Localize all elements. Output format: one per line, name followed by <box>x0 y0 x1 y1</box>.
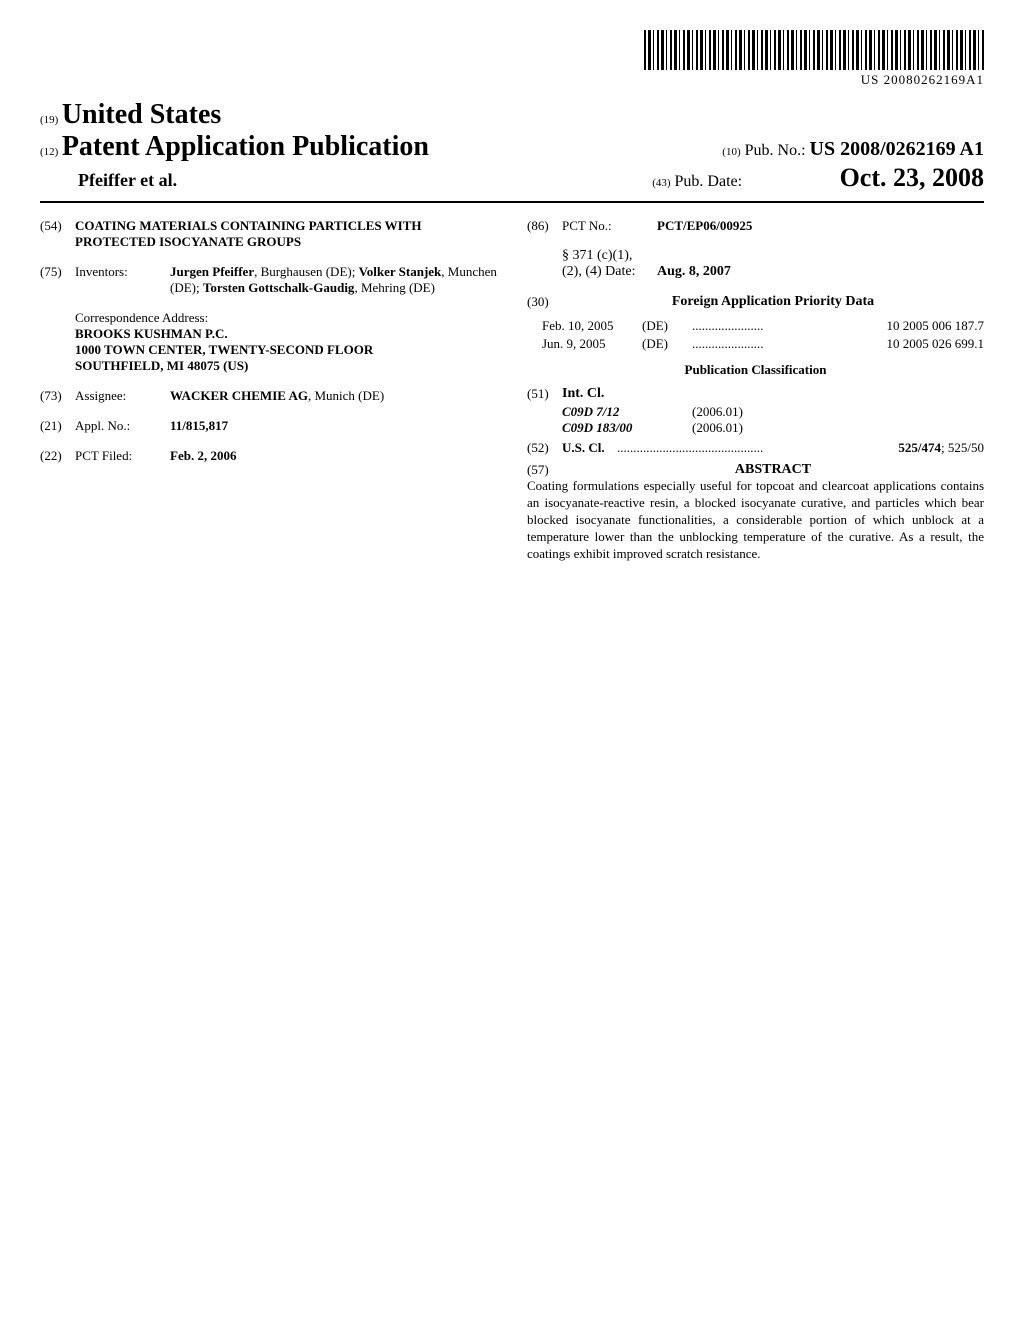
uscl-dots: ........................................… <box>617 440 898 456</box>
columns: (54) COATING MATERIALS CONTAINING PARTIC… <box>40 218 984 562</box>
field-num-75: (75) <box>40 264 75 280</box>
code-12: (12) <box>40 146 58 158</box>
field-num-57: (57) <box>527 462 562 478</box>
foreign-priority-heading: Foreign Application Priority Data <box>562 294 984 310</box>
intcl-heading-row: (51) Int. Cl. <box>527 386 984 402</box>
s371-line2: (2), (4) Date: <box>562 264 657 280</box>
authors: Pfeiffer et al. <box>40 170 177 191</box>
pctno-row: (86) PCT No.: PCT/EP06/00925 <box>527 218 984 234</box>
pctfiled-row: (22) PCT Filed: Feb. 2, 2006 <box>40 448 497 464</box>
priority-number-0: 10 2005 006 187.7 <box>887 318 985 334</box>
pub-date: Oct. 23, 2008 <box>840 163 984 192</box>
s371-block: § 371 (c)(1), (2), (4) Date: Aug. 8, 200… <box>562 248 984 280</box>
assignee-name: WACKER CHEMIE AG <box>170 388 308 403</box>
intcl-code-0: C09D 7/12 <box>562 404 692 420</box>
priority-date-0: Feb. 10, 2005 <box>542 318 642 334</box>
correspondence-line1: BROOKS KUSHMAN P.C. <box>75 326 497 342</box>
priority-country-0: (DE) <box>642 318 692 334</box>
barcode-lines <box>644 30 984 70</box>
intcl-code-1: C09D 183/00 <box>562 420 692 436</box>
code-19: (19) <box>40 114 58 126</box>
s371-value: Aug. 8, 2007 <box>657 264 731 280</box>
applno-label: Appl. No.: <box>75 418 170 434</box>
field-num-22: (22) <box>40 448 75 464</box>
left-column: (54) COATING MATERIALS CONTAINING PARTIC… <box>40 218 497 562</box>
uscl-label: U.S. Cl. <box>562 440 617 456</box>
s371-line1: § 371 (c)(1), <box>562 248 984 264</box>
assignee-label: Assignee: <box>75 388 170 404</box>
country-line: (19) United States <box>40 99 984 131</box>
barcode: US 20080262169A1 <box>644 30 984 88</box>
pub-line: (12) Patent Application Publication (10)… <box>40 131 984 163</box>
inventor-loc-2: , Mehring (DE) <box>354 280 435 295</box>
field-num-54: (54) <box>40 218 75 234</box>
priority-row-0: Feb. 10, 2005 (DE) .....................… <box>542 318 984 334</box>
correspondence-label: Correspondence Address: <box>75 310 497 326</box>
priority-dots-1: ...................... <box>692 336 887 352</box>
pctfiled-value: Feb. 2, 2006 <box>170 448 497 464</box>
correspondence-line2: 1000 TOWN CENTER, TWENTY-SECOND FLOOR <box>75 342 497 358</box>
field-num-21: (21) <box>40 418 75 434</box>
intcl-date-1: (2006.01) <box>692 420 743 436</box>
header: (19) United States (12) Patent Applicati… <box>40 99 984 193</box>
applno-value: 11/815,817 <box>170 418 497 434</box>
barcode-section: US 20080262169A1 <box>40 30 984 89</box>
patent-title: COATING MATERIALS CONTAINING PARTICLES W… <box>75 218 497 250</box>
foreign-priority-heading-row: (30) Foreign Application Priority Data <box>527 294 984 310</box>
assignee-row: (73) Assignee: WACKER CHEMIE AG, Munich … <box>40 388 497 404</box>
intcl-item-0: C09D 7/12 (2006.01) <box>562 404 984 420</box>
assignee-loc: , Munich (DE) <box>308 388 384 403</box>
field-num-86: (86) <box>527 218 562 234</box>
intcl-date-0: (2006.01) <box>692 404 743 420</box>
intcl-label: Int. Cl. <box>562 386 604 402</box>
inventor-name-2: Torsten Gottschalk-Gaudig <box>203 280 355 295</box>
right-column: (86) PCT No.: PCT/EP06/00925 § 371 (c)(1… <box>527 218 984 562</box>
priority-rows: Feb. 10, 2005 (DE) .....................… <box>542 318 984 352</box>
field-num-30: (30) <box>527 294 562 310</box>
author-line: Pfeiffer et al. (43) Pub. Date: Oct. 23,… <box>40 163 984 193</box>
priority-row-1: Jun. 9, 2005 (DE) ......................… <box>542 336 984 352</box>
priority-country-1: (DE) <box>642 336 692 352</box>
abstract-text: Coating formulations especially useful f… <box>527 478 984 562</box>
inventor-name-0: Jurgen Pfeiffer <box>170 264 254 279</box>
country-name: United States <box>62 99 221 130</box>
inventors-label: Inventors: <box>75 264 170 280</box>
abstract-heading-row: (57) ABSTRACT <box>527 462 984 478</box>
pub-date-label: Pub. Date: <box>675 173 743 190</box>
assignee-value: WACKER CHEMIE AG, Munich (DE) <box>170 388 497 404</box>
code-10: (10) <box>722 146 740 158</box>
priority-date-1: Jun. 9, 2005 <box>542 336 642 352</box>
uscl-value: 525/474; 525/50 <box>898 440 984 456</box>
priority-dots-0: ...................... <box>692 318 887 334</box>
pub-class-heading: Publication Classification <box>527 362 984 378</box>
title-row: (54) COATING MATERIALS CONTAINING PARTIC… <box>40 218 497 250</box>
uscl-row: (52) U.S. Cl. ..........................… <box>527 440 984 456</box>
uscl-rest: ; 525/50 <box>941 440 984 455</box>
pctno-value: PCT/EP06/00925 <box>657 218 984 234</box>
field-num-52: (52) <box>527 440 562 456</box>
inventors-value: Jurgen Pfeiffer, Burghausen (DE); Volker… <box>170 264 497 296</box>
pub-no-label: Pub. No.: <box>745 142 806 159</box>
applno-row: (21) Appl. No.: 11/815,817 <box>40 418 497 434</box>
inventor-name-1: Volker Stanjek <box>359 264 442 279</box>
correspondence-line3: SOUTHFIELD, MI 48075 (US) <box>75 358 497 374</box>
pctno-label: PCT No.: <box>562 218 657 234</box>
pctfiled-label: PCT Filed: <box>75 448 170 464</box>
inventors-row: (75) Inventors: Jurgen Pfeiffer, Burghau… <box>40 264 497 296</box>
intcl-item-1: C09D 183/00 (2006.01) <box>562 420 984 436</box>
code-43: (43) <box>652 177 670 189</box>
abstract-heading: ABSTRACT <box>562 462 984 478</box>
field-num-73: (73) <box>40 388 75 404</box>
uscl-bold: 525/474 <box>898 440 941 455</box>
inventor-loc-0: , Burghausen (DE); <box>254 264 355 279</box>
barcode-doc-number: US 20080262169A1 <box>644 72 984 88</box>
correspondence-block: Correspondence Address: BROOKS KUSHMAN P… <box>75 310 497 374</box>
pub-no: US 2008/0262169 A1 <box>810 138 984 160</box>
divider <box>40 201 984 203</box>
priority-number-1: 10 2005 026 699.1 <box>887 336 985 352</box>
pub-type: Patent Application Publication <box>62 131 429 162</box>
field-num-51: (51) <box>527 386 562 402</box>
